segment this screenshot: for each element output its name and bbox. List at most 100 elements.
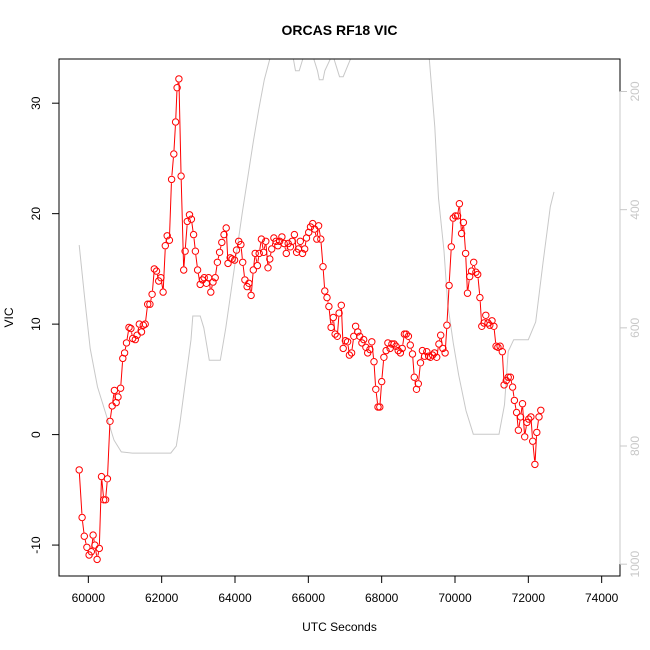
vic-data-point bbox=[394, 346, 402, 355]
vic-data-point bbox=[433, 353, 441, 361]
vic-data-point bbox=[175, 75, 183, 83]
vic-data-point bbox=[439, 344, 447, 353]
vic-data-point bbox=[276, 237, 284, 246]
vic-data-point bbox=[498, 348, 506, 356]
vic-line-layer bbox=[78, 82, 539, 556]
vic-data-point bbox=[170, 150, 178, 158]
vic-data-point bbox=[366, 345, 374, 354]
vic-data-point bbox=[453, 212, 462, 220]
vic-data-point bbox=[504, 373, 512, 381]
vic-data-point bbox=[122, 339, 131, 347]
vic-data-point bbox=[157, 274, 165, 282]
vic-data-point bbox=[239, 258, 247, 266]
altitude-series-line bbox=[78, 59, 555, 454]
vic-data-point bbox=[512, 408, 521, 417]
vic-data-point bbox=[457, 229, 466, 238]
vic-data-point bbox=[510, 396, 519, 405]
vic-data-point bbox=[437, 331, 445, 339]
vic-data-point bbox=[152, 267, 161, 275]
vic-data-point bbox=[325, 302, 333, 311]
vic-data-point bbox=[380, 353, 388, 361]
vic-data-point bbox=[114, 393, 122, 401]
vic-data-point bbox=[241, 276, 249, 284]
vic-data-point bbox=[486, 321, 494, 329]
vic-data-point bbox=[144, 300, 152, 308]
vic-data-point bbox=[527, 413, 535, 421]
vic-data-point bbox=[150, 265, 159, 273]
vic-data-point bbox=[255, 249, 263, 258]
y2-tick-label: 200 bbox=[628, 81, 642, 101]
vic-points-layer bbox=[75, 75, 545, 564]
vic-data-point bbox=[159, 288, 167, 296]
vic-data-point bbox=[518, 400, 527, 408]
x-tick-label: 62000 bbox=[145, 591, 179, 605]
vic-data-point bbox=[435, 340, 443, 348]
vic-data-point bbox=[232, 246, 241, 254]
vic-data-point bbox=[424, 352, 433, 360]
vic-data-point bbox=[257, 235, 266, 243]
vic-data-point bbox=[461, 249, 470, 258]
y-tick-label: 30 bbox=[29, 96, 43, 110]
x-tick-label: 64000 bbox=[218, 591, 252, 605]
vic-data-point bbox=[521, 433, 529, 441]
vic-data-point bbox=[445, 281, 453, 290]
vic-data-point bbox=[108, 402, 116, 410]
vic-data-point bbox=[428, 351, 437, 359]
x-tick-label: 68000 bbox=[365, 591, 399, 605]
vic-data-point bbox=[414, 380, 422, 388]
vic-data-point bbox=[189, 230, 198, 239]
vic-data-point bbox=[329, 313, 337, 322]
vic-data-point bbox=[226, 254, 234, 262]
vic-data-point bbox=[191, 247, 200, 255]
vic-data-point bbox=[378, 377, 386, 386]
vic-data-point bbox=[165, 236, 174, 244]
vic-data-point bbox=[537, 406, 545, 414]
vic-data-point bbox=[372, 385, 380, 393]
vic-data-point bbox=[430, 349, 439, 357]
y-tick-label: 10 bbox=[29, 317, 43, 331]
vic-data-point bbox=[298, 249, 307, 258]
vic-data-point bbox=[127, 324, 135, 333]
vic-data-point bbox=[91, 541, 99, 549]
y-tick-label: 0 bbox=[29, 431, 43, 438]
vic-data-point bbox=[211, 274, 219, 282]
vic-data-point bbox=[451, 212, 460, 220]
vic-data-point bbox=[529, 437, 537, 445]
vic-data-point bbox=[455, 200, 464, 208]
vic-data-point bbox=[463, 289, 472, 297]
vic-data-point bbox=[301, 245, 309, 253]
vic-data-point bbox=[317, 235, 325, 243]
vic-data-point bbox=[370, 358, 378, 366]
vic-data-point bbox=[183, 217, 192, 226]
vic-data-point bbox=[535, 413, 543, 421]
vic-data-point bbox=[313, 235, 321, 243]
vic-data-point bbox=[321, 287, 329, 295]
vic-data-point bbox=[87, 548, 96, 556]
vic-data-point bbox=[331, 330, 339, 338]
vic-data-point bbox=[345, 351, 354, 359]
vic-data-point bbox=[125, 323, 133, 332]
vic-data-point bbox=[137, 328, 146, 336]
vic-data-point bbox=[264, 264, 272, 272]
vic-data-point bbox=[333, 332, 341, 340]
chart-title: ORCAS RF18 VIC bbox=[282, 22, 398, 38]
vic-data-point bbox=[335, 309, 343, 317]
vic-data-point bbox=[314, 222, 323, 230]
vic-data-point bbox=[207, 288, 215, 296]
vic-data-point bbox=[482, 311, 490, 319]
vic-data-point bbox=[215, 248, 224, 257]
vic-data-point bbox=[470, 258, 478, 266]
vic-data-point bbox=[237, 240, 245, 249]
vic-data-point bbox=[218, 238, 226, 247]
vic-data-point bbox=[392, 342, 400, 350]
vic-data-point bbox=[402, 330, 410, 338]
vic-data-point bbox=[516, 413, 525, 421]
vic-data-point bbox=[343, 338, 352, 346]
vic-data-point bbox=[135, 320, 144, 328]
vic-data-point bbox=[95, 544, 104, 553]
vic-data-point bbox=[467, 267, 476, 275]
vic-data-point bbox=[492, 342, 500, 350]
y2-tick-label: 400 bbox=[628, 199, 642, 219]
vic-data-point bbox=[101, 496, 110, 504]
